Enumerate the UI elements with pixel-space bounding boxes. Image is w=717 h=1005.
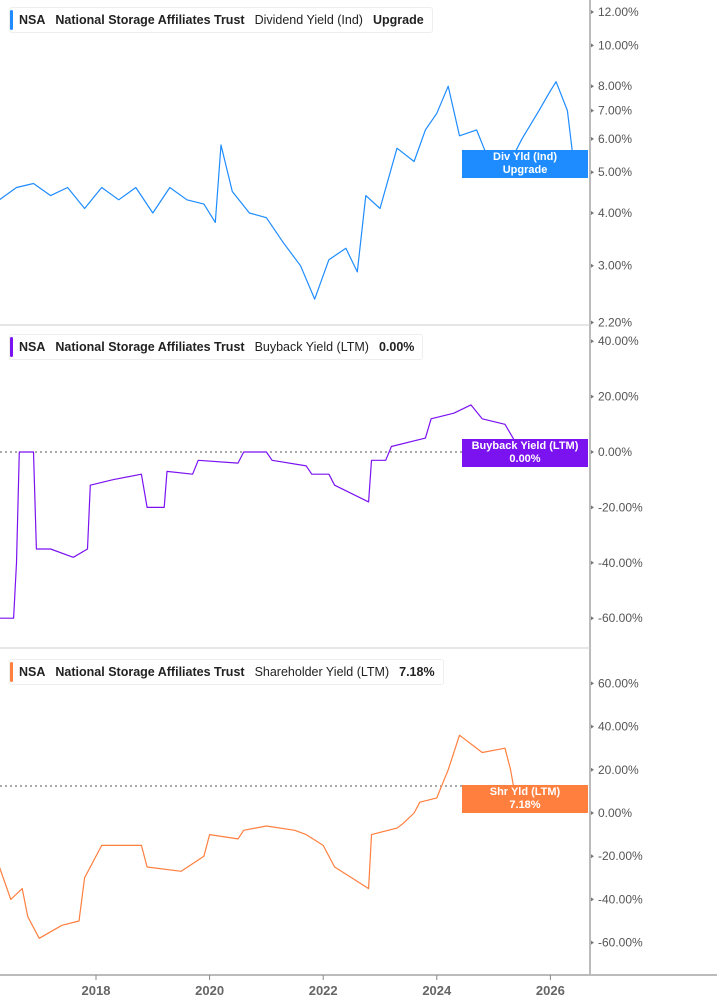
ticker: NSA (19, 340, 46, 354)
x-tick-label: 2022 (309, 983, 338, 998)
y-tick-mark (591, 560, 594, 565)
y-tick-label: 3.00% (598, 259, 632, 273)
legend-dividend-yield[interactable]: NSA National Storage Affiliates Trust Divi… (9, 7, 433, 33)
y-tick-mark (591, 450, 594, 454)
legend-buyback-yield[interactable]: NSA National Storage Affiliates Trust Buyb… (9, 334, 424, 360)
y-tick-mark (591, 505, 594, 510)
buyback-yield-tag: Buyback Yield (LTM) 0.00% (462, 439, 588, 467)
series-line-3 (0, 734, 568, 939)
y-tick-mark (591, 211, 594, 216)
y-tick-mark (591, 263, 594, 268)
company-name: National Storage Affiliates Trust (55, 13, 245, 27)
y-tick-mark (591, 43, 594, 48)
company-name: National Storage Affiliates Trust (55, 665, 245, 679)
y-tick-mark (591, 767, 594, 772)
y-tick-mark (591, 320, 594, 325)
y-tick-mark (591, 10, 594, 14)
shareholder-yield-tag: Shr Yld (LTM) 7.18% (462, 785, 588, 813)
y-tick-label: -60.00% (598, 936, 643, 950)
y-tick-mark (591, 724, 594, 729)
company-name: National Storage Affiliates Trust (55, 340, 245, 354)
y-tick-mark (591, 616, 594, 621)
y-tick-mark (591, 854, 594, 859)
y-tick-label: 40.00% (598, 720, 639, 734)
metric-value: 7.18% (399, 665, 435, 679)
y-tick-label: -60.00% (598, 611, 643, 625)
x-tick-label: 2026 (536, 983, 565, 998)
y-tick-mark (591, 84, 594, 89)
y-tick-label: 6.00% (598, 132, 632, 146)
y-tick-label: 7.00% (598, 104, 632, 118)
y-tick-label: 0.00% (598, 445, 632, 459)
y-tick-label: 12.00% (598, 5, 639, 19)
y-tick-label: 40.00% (598, 334, 639, 348)
series-line-2 (0, 404, 568, 619)
dividend-yield-tag: Div Yld (Ind) Upgrade (462, 150, 588, 178)
y-tick-mark (591, 940, 594, 945)
metric-value[interactable]: Upgrade (372, 13, 424, 27)
legend-shareholder-yield[interactable]: NSA National Storage Affiliates Trust Shar… (9, 659, 444, 685)
y-tick-label: 5.00% (598, 165, 632, 179)
y-tick-mark (591, 897, 594, 902)
y-tick-mark (591, 339, 594, 344)
y-tick-label: -20.00% (598, 500, 643, 514)
y-tick-label: 0.00% (598, 806, 632, 820)
x-tick-label: 2018 (82, 983, 111, 998)
metric-value: 0.00% (378, 340, 415, 354)
y-tick-mark (591, 811, 594, 815)
y-tick-mark (591, 394, 594, 399)
y-tick-mark (591, 170, 594, 175)
y-tick-label: -40.00% (598, 556, 643, 570)
metric-name: Dividend Yield (Ind) (254, 13, 363, 27)
y-tick-mark (591, 136, 594, 141)
y-tick-label: 8.00% (598, 79, 632, 93)
y-tick-label: -40.00% (598, 892, 643, 906)
x-tick-label: 2024 (422, 983, 452, 998)
y-tick-label: 2.20% (598, 315, 632, 329)
y-tick-label: 60.00% (598, 676, 639, 690)
ticker: NSA (19, 13, 46, 27)
metric-name: Buyback Yield (LTM) (254, 340, 369, 354)
y-tick-label: 10.00% (598, 38, 639, 52)
x-tick-label: 2020 (195, 983, 224, 998)
y-tick-label: -20.00% (598, 849, 643, 863)
series-line-1 (0, 81, 574, 300)
ticker: NSA (19, 665, 46, 679)
y-tick-label: 20.00% (598, 763, 639, 777)
y-tick-label: 4.00% (598, 206, 632, 220)
y-tick-mark (591, 681, 594, 686)
metric-name: Shareholder Yield (LTM) (254, 665, 390, 679)
y-tick-mark (591, 108, 594, 113)
y-tick-label: 20.00% (598, 390, 639, 404)
